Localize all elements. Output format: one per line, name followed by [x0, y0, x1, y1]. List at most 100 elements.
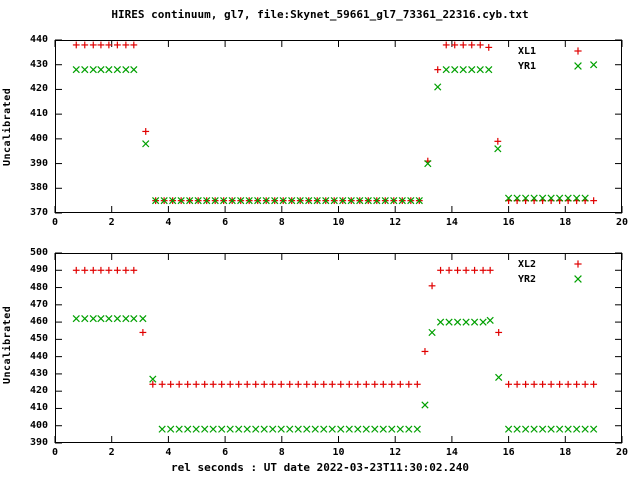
data-point-cross	[81, 66, 89, 74]
data-point-cross	[160, 197, 168, 205]
data-point-plus	[89, 266, 97, 274]
x-tick-label: 8	[278, 447, 285, 458]
legend-bottom: XL2 YR2	[518, 257, 614, 287]
y-tick-label: 410	[29, 108, 48, 120]
x-tick-label: 6	[222, 217, 229, 228]
y-tick-label: 400	[29, 132, 48, 144]
data-point-cross	[294, 425, 302, 433]
y-tick-label: 500	[29, 247, 48, 258]
data-point-cross	[286, 425, 294, 433]
data-point-cross	[169, 197, 177, 205]
data-point-cross	[158, 425, 166, 433]
y-tick-label: 400	[29, 419, 48, 431]
legend-item-yr1: YR1	[518, 59, 614, 74]
data-point-cross	[142, 140, 150, 148]
data-point-cross	[479, 318, 487, 326]
x-tick-label: 20	[615, 447, 629, 458]
data-point-plus	[97, 266, 105, 274]
legend-label: YR2	[518, 274, 537, 285]
data-point-plus	[522, 380, 530, 388]
legend-plus-icon	[574, 260, 582, 268]
data-point-cross	[581, 425, 589, 433]
data-point-cross	[453, 318, 462, 326]
data-point-cross	[203, 197, 211, 205]
data-point-plus	[556, 380, 564, 388]
data-point-plus	[269, 380, 277, 388]
data-point-cross	[379, 425, 387, 433]
data-point-cross	[513, 425, 521, 433]
y-tick-label: 380	[29, 182, 48, 194]
data-point-cross	[237, 197, 245, 205]
data-point-cross	[373, 197, 381, 205]
data-point-cross	[139, 315, 147, 323]
data-point-plus	[505, 380, 512, 388]
data-point-plus	[345, 380, 353, 388]
data-point-cross	[254, 197, 262, 205]
data-point-cross	[424, 159, 432, 168]
x-tick-label: 2	[108, 217, 115, 228]
data-point-plus	[468, 41, 476, 49]
x-tick-label: 10	[332, 217, 345, 228]
data-point-cross	[122, 315, 130, 323]
data-point-plus	[573, 380, 581, 388]
data-point-cross	[547, 194, 555, 202]
x-tick-label: 0	[51, 447, 59, 458]
data-point-cross	[521, 194, 530, 202]
data-point-plus	[167, 380, 175, 388]
x-tick-label: 10	[332, 447, 345, 458]
data-point-cross	[184, 425, 192, 433]
data-point-cross	[513, 194, 521, 202]
data-point-plus	[97, 41, 105, 49]
data-point-plus	[574, 47, 582, 55]
data-point-cross	[320, 425, 328, 433]
data-point-cross	[201, 425, 209, 433]
data-point-plus	[113, 266, 121, 274]
data-point-plus	[471, 266, 478, 274]
legend-label: YR1	[518, 61, 537, 72]
data-point-plus	[451, 41, 459, 49]
data-point-plus	[303, 380, 311, 388]
y-tick-label: 440	[29, 350, 48, 362]
x-axis-title: rel seconds : UT date 2022-03-23T11:30:0…	[170, 461, 469, 474]
x-tick-label: 12	[389, 217, 402, 228]
data-point-plus	[122, 266, 130, 274]
data-point-cross	[538, 425, 547, 433]
data-point-plus	[413, 380, 421, 388]
data-point-plus	[421, 348, 429, 355]
data-point-plus	[405, 380, 413, 388]
x-tick-label: 18	[559, 217, 572, 228]
data-point-plus	[277, 380, 285, 388]
data-point-plus	[362, 380, 370, 388]
data-point-plus	[209, 380, 217, 388]
data-point-cross	[590, 425, 598, 433]
data-point-plus	[72, 41, 80, 49]
data-point-cross	[538, 194, 547, 202]
data-point-cross	[574, 62, 582, 70]
data-point-plus	[175, 380, 183, 388]
data-point-plus	[581, 380, 589, 388]
legend-cross-icon	[574, 62, 582, 70]
data-point-plus	[494, 137, 502, 145]
y-tick-label: 440	[29, 34, 48, 45]
data-point-cross	[97, 315, 105, 323]
data-point-cross	[313, 197, 321, 205]
y-tick-label: 390	[29, 157, 48, 169]
data-point-cross	[228, 197, 236, 205]
data-point-plus	[530, 380, 538, 388]
legend-plus-icon	[574, 47, 582, 55]
data-point-plus	[218, 380, 226, 388]
x-tick-label: 0	[51, 217, 59, 228]
data-point-cross	[504, 194, 513, 202]
data-point-cross	[339, 197, 347, 205]
scatter-plot-top	[54, 39, 623, 214]
data-point-cross	[177, 197, 185, 205]
data-point-plus	[442, 41, 450, 49]
x-tick-label: 16	[502, 447, 515, 458]
data-point-plus	[192, 380, 200, 388]
data-point-cross	[364, 197, 372, 205]
y-tick-label: 430	[29, 367, 48, 379]
data-point-plus	[547, 380, 555, 388]
data-point-cross	[476, 66, 484, 74]
x-tick-label: 6	[222, 447, 229, 458]
data-point-cross	[167, 425, 175, 433]
